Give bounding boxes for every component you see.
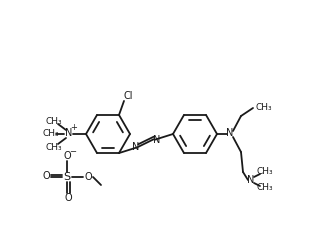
Text: CH₃: CH₃ (46, 117, 62, 125)
Text: Cl: Cl (123, 91, 133, 101)
Text: N: N (226, 128, 234, 138)
Text: N: N (247, 175, 255, 185)
Text: S: S (63, 172, 71, 182)
Text: −: − (70, 147, 77, 157)
Text: N: N (153, 135, 161, 145)
Text: N: N (132, 142, 139, 152)
Text: CH₃: CH₃ (46, 143, 62, 151)
Text: CH₃: CH₃ (257, 168, 273, 176)
Text: O: O (64, 193, 72, 203)
Text: O: O (42, 171, 50, 181)
Text: +: + (71, 123, 78, 132)
Text: O: O (63, 151, 71, 161)
Text: CH₃: CH₃ (256, 102, 273, 111)
Text: O: O (84, 172, 92, 182)
Text: N: N (65, 128, 73, 138)
Text: CH₃: CH₃ (43, 129, 59, 139)
Text: CH₃: CH₃ (257, 183, 273, 193)
